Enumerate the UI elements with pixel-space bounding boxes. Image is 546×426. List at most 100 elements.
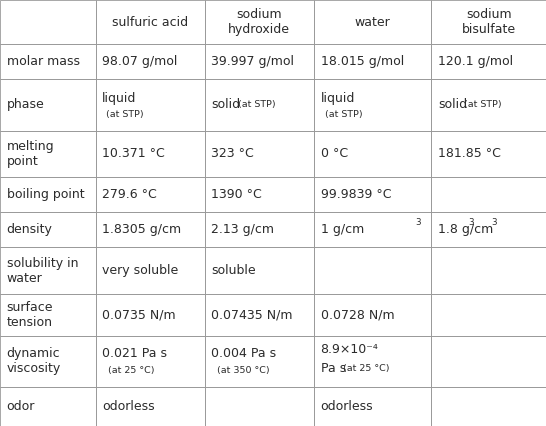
Text: 181.85 °C: 181.85 °C xyxy=(438,147,501,160)
Bar xyxy=(205,79,314,131)
Text: 0.0735 N/m: 0.0735 N/m xyxy=(102,308,176,321)
Text: 18.015 g/mol: 18.015 g/mol xyxy=(321,55,403,68)
Bar xyxy=(96,294,205,336)
Bar xyxy=(96,387,205,426)
Text: (at 350 °C): (at 350 °C) xyxy=(217,366,269,375)
Bar xyxy=(0,387,96,426)
Text: molar mass: molar mass xyxy=(7,55,80,68)
Text: 0.021 Pa s: 0.021 Pa s xyxy=(102,347,167,360)
Bar xyxy=(0,248,96,294)
Text: 1390 °C: 1390 °C xyxy=(211,188,262,201)
Text: 3: 3 xyxy=(468,219,473,227)
Bar xyxy=(0,294,96,336)
Bar xyxy=(205,387,314,426)
Text: (at 25 °C): (at 25 °C) xyxy=(337,364,389,374)
Text: 10.371 °C: 10.371 °C xyxy=(102,147,165,160)
Text: (at 25 °C): (at 25 °C) xyxy=(108,366,154,375)
Text: phase: phase xyxy=(7,98,44,112)
Bar xyxy=(431,387,546,426)
Text: (at STP): (at STP) xyxy=(458,101,502,109)
Text: dynamic
viscosity: dynamic viscosity xyxy=(7,347,61,375)
Bar xyxy=(314,336,431,387)
Text: very soluble: very soluble xyxy=(102,264,179,277)
Text: 120.1 g/mol: 120.1 g/mol xyxy=(438,55,513,68)
Text: solid: solid xyxy=(211,98,240,112)
Bar xyxy=(96,212,205,248)
Bar xyxy=(96,0,205,44)
Text: 1 g/cm: 1 g/cm xyxy=(321,223,364,236)
Bar xyxy=(314,177,431,212)
Bar xyxy=(431,336,546,387)
Bar xyxy=(314,131,431,177)
Bar xyxy=(205,131,314,177)
Bar xyxy=(0,336,96,387)
Bar xyxy=(96,177,205,212)
Text: (at STP): (at STP) xyxy=(325,109,363,119)
Bar xyxy=(96,79,205,131)
Bar xyxy=(314,44,431,79)
Bar xyxy=(205,212,314,248)
Text: odorless: odorless xyxy=(102,400,155,413)
Bar xyxy=(431,44,546,79)
Bar xyxy=(0,44,96,79)
Text: surface
tension: surface tension xyxy=(7,301,53,329)
Text: sulfuric acid: sulfuric acid xyxy=(112,15,188,29)
Text: 3: 3 xyxy=(491,219,497,227)
Text: Pa s: Pa s xyxy=(321,363,346,375)
Text: (at STP): (at STP) xyxy=(106,109,144,119)
Text: soluble: soluble xyxy=(211,264,256,277)
Text: melting
point: melting point xyxy=(7,140,54,168)
Bar xyxy=(0,79,96,131)
Text: (at STP): (at STP) xyxy=(232,101,275,109)
Bar xyxy=(0,177,96,212)
Bar xyxy=(431,248,546,294)
Text: 2.13 g/cm: 2.13 g/cm xyxy=(211,223,274,236)
Bar xyxy=(205,44,314,79)
Bar xyxy=(96,248,205,294)
Text: sodium
hydroxide: sodium hydroxide xyxy=(228,8,290,36)
Text: sodium
bisulfate: sodium bisulfate xyxy=(461,8,516,36)
Text: 1.8 g/cm: 1.8 g/cm xyxy=(438,223,493,236)
Text: solubility in
water: solubility in water xyxy=(7,257,78,285)
Text: 3: 3 xyxy=(416,219,422,227)
Bar xyxy=(314,248,431,294)
Text: 0 °C: 0 °C xyxy=(321,147,348,160)
Text: 0.07435 N/m: 0.07435 N/m xyxy=(211,308,293,321)
Text: liquid: liquid xyxy=(321,92,355,105)
Bar xyxy=(431,0,546,44)
Text: 99.9839 °C: 99.9839 °C xyxy=(321,188,391,201)
Text: 0.004 Pa s: 0.004 Pa s xyxy=(211,347,276,360)
Bar xyxy=(205,177,314,212)
Bar xyxy=(431,177,546,212)
Bar xyxy=(314,0,431,44)
Text: 0.0728 N/m: 0.0728 N/m xyxy=(321,308,394,321)
Text: 279.6 °C: 279.6 °C xyxy=(102,188,157,201)
Bar xyxy=(431,79,546,131)
Bar xyxy=(96,44,205,79)
Bar xyxy=(314,212,431,248)
Bar xyxy=(314,79,431,131)
Bar xyxy=(96,336,205,387)
Text: water: water xyxy=(355,15,390,29)
Bar xyxy=(96,131,205,177)
Bar xyxy=(205,0,314,44)
Bar xyxy=(431,212,546,248)
Bar xyxy=(431,294,546,336)
Text: 1.8305 g/cm: 1.8305 g/cm xyxy=(102,223,181,236)
Bar xyxy=(0,131,96,177)
Text: 8.9×10⁻⁴: 8.9×10⁻⁴ xyxy=(321,343,378,357)
Text: solid: solid xyxy=(438,98,467,112)
Text: 98.07 g/mol: 98.07 g/mol xyxy=(102,55,177,68)
Text: 39.997 g/mol: 39.997 g/mol xyxy=(211,55,294,68)
Bar xyxy=(431,131,546,177)
Bar xyxy=(314,387,431,426)
Text: liquid: liquid xyxy=(102,92,136,105)
Text: density: density xyxy=(7,223,52,236)
Text: 323 °C: 323 °C xyxy=(211,147,254,160)
Bar xyxy=(314,294,431,336)
Text: odor: odor xyxy=(7,400,35,413)
Bar xyxy=(0,212,96,248)
Text: boiling point: boiling point xyxy=(7,188,84,201)
Bar xyxy=(205,248,314,294)
Text: odorless: odorless xyxy=(321,400,373,413)
